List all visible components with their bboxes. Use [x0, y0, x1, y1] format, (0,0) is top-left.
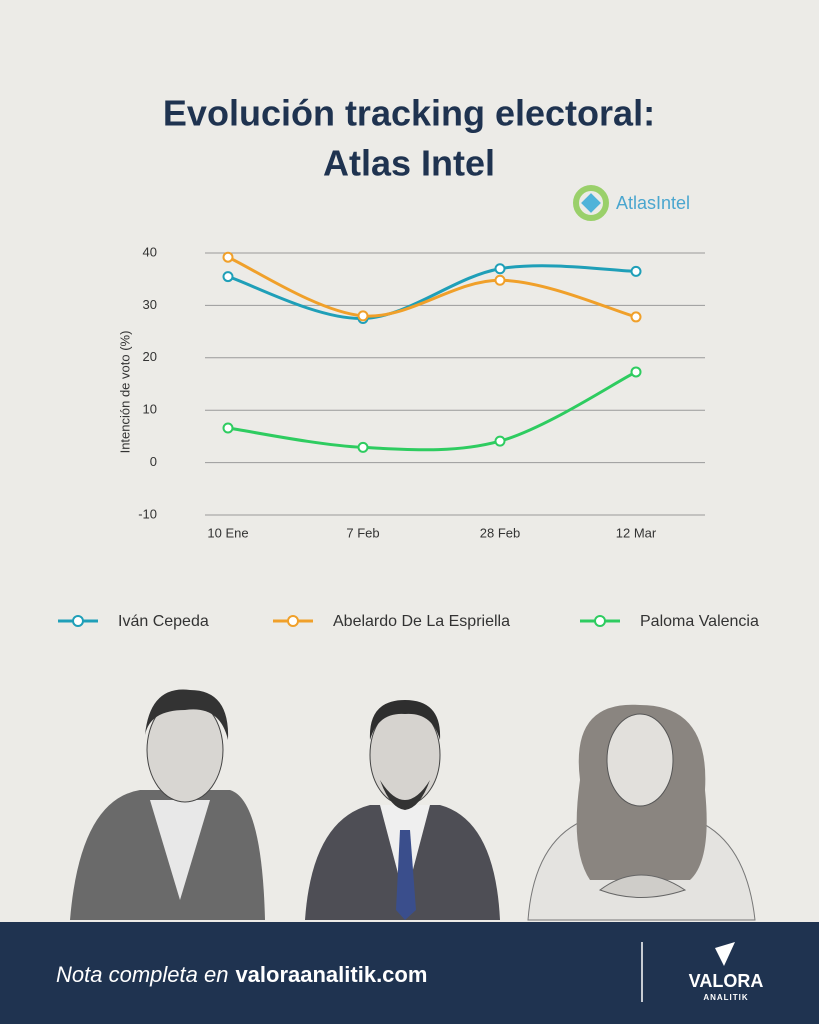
data-point — [494, 274, 506, 286]
portraits — [70, 689, 756, 921]
footer-text: Nota completa en valoraanalitik.com — [56, 962, 427, 987]
legend-label: Paloma Valencia — [640, 613, 759, 630]
y-tick-label: 40 — [143, 244, 157, 259]
series-line — [227, 370, 637, 452]
data-point — [494, 435, 506, 447]
chart-title: Evolución tracking electoral: — [163, 93, 655, 134]
y-tick-label: -10 — [138, 506, 157, 521]
chart-subtitle: Atlas Intel — [323, 143, 495, 184]
data-point — [630, 366, 642, 378]
legend-marker — [72, 615, 84, 627]
brand-icon — [715, 942, 735, 966]
brand-name: VALORA — [689, 971, 764, 991]
portrait-2 — [305, 700, 500, 920]
y-tick-label: 10 — [143, 402, 157, 417]
y-tick-label: 0 — [150, 454, 157, 469]
footer-bar — [0, 922, 819, 1024]
y-axis-label: Intención de voto (%) — [117, 331, 132, 454]
legend-marker — [287, 615, 299, 627]
x-tick-label: 12 Mar — [616, 525, 657, 540]
data-point — [222, 271, 234, 283]
plot: -10 0 10 20 30 40 10 Ene 7 Feb 28 Feb 12 Mar — [138, 244, 705, 540]
y-tick-label: 30 — [143, 297, 157, 312]
legend-marker — [594, 615, 606, 627]
portrait-3 — [527, 704, 756, 921]
legend-label: Abelardo De La Espriella — [333, 613, 510, 630]
portrait-1 — [70, 689, 265, 920]
legend: Iván Cepeda Abelardo De La Espriella Palom… — [58, 613, 759, 630]
x-tick-label: 28 Feb — [480, 525, 520, 540]
logo-text: AtlasIntel — [616, 193, 690, 213]
legend-label: Iván Cepeda — [118, 613, 209, 630]
footer-note: Nota completa en — [56, 962, 228, 987]
data-point — [222, 422, 234, 434]
x-tick-label: 7 Feb — [346, 525, 379, 540]
x-tick-label: 10 Ene — [207, 525, 248, 540]
data-point — [494, 263, 506, 275]
data-point — [630, 265, 642, 277]
data-point — [222, 251, 234, 263]
data-point — [630, 311, 642, 323]
brand-sub: ANALITIK — [703, 993, 748, 1002]
logo-icon — [573, 185, 609, 221]
series-line — [227, 255, 637, 319]
footer-site[interactable]: valoraanalitik.com — [235, 962, 427, 987]
data-point — [357, 310, 369, 322]
data-point — [357, 441, 369, 453]
series-line — [227, 264, 637, 321]
y-tick-label: 20 — [143, 349, 157, 364]
